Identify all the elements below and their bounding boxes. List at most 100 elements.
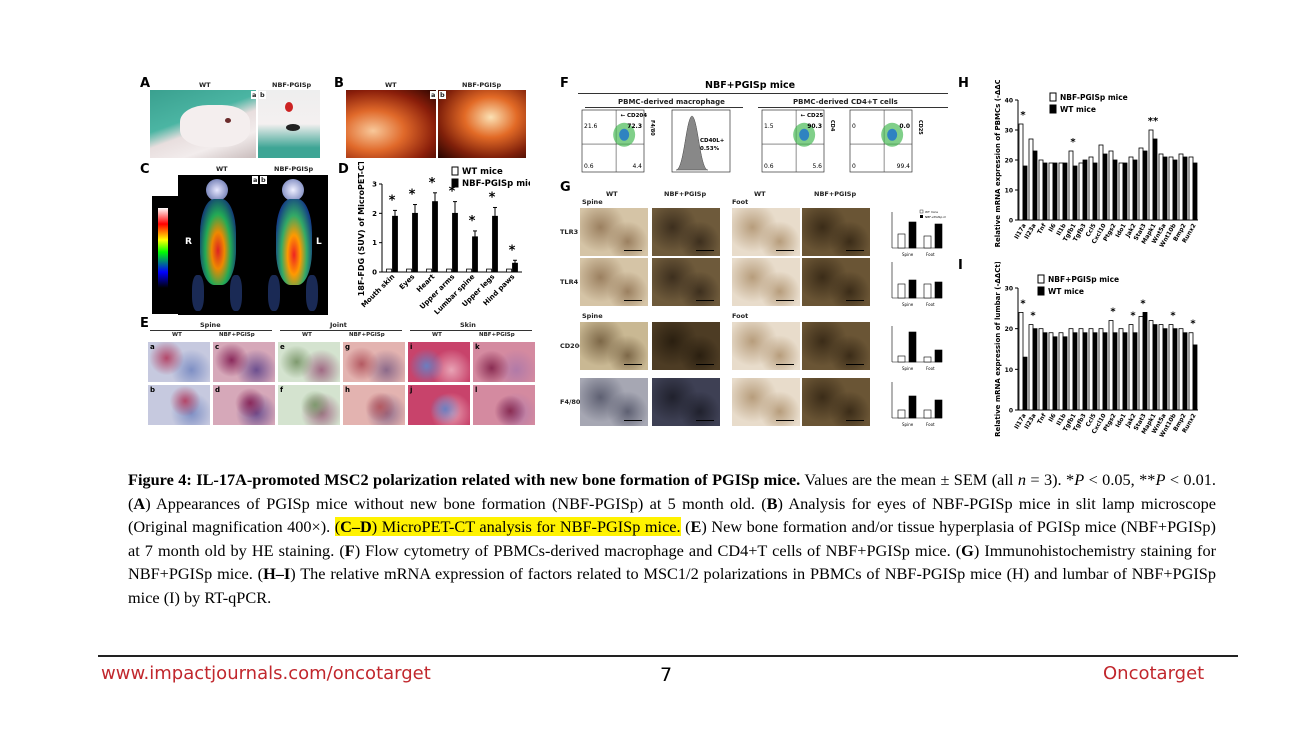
mini-bar [934, 349, 943, 363]
quadrant-value: 0.6 [764, 163, 774, 170]
ihc-row-label: TLR4 [560, 278, 579, 286]
caption-text: ) Appearances of PGISp mice without new … [145, 493, 767, 513]
mini-x-label: Spine [902, 422, 914, 427]
mini-x-label: Spine [902, 302, 914, 307]
significance-mark: * [509, 243, 516, 258]
bar [1158, 324, 1164, 411]
histology-tile-letter: j [410, 386, 413, 394]
scale-bar [776, 419, 794, 421]
x-tick-label: Eyes [398, 273, 417, 292]
ihc-col-label: WT [754, 190, 766, 198]
caption-text: ) MicroPET-CT analysis for NBF-PGISp mic… [371, 517, 681, 536]
bar [1132, 159, 1138, 221]
mini-bar [897, 283, 906, 299]
panel-c-right-marker: R [185, 237, 192, 247]
histology-tile-letter: k [475, 343, 480, 351]
ihc-quant-chart: Spine Foot [891, 382, 943, 427]
bar [1148, 129, 1154, 221]
y-tick-label: 40 [1005, 98, 1013, 105]
bar [406, 268, 412, 273]
quadrant-value: 0 [852, 163, 856, 170]
pet-ct-wt [178, 175, 258, 315]
histogram-value: 0.53% [700, 146, 720, 152]
bar [1078, 162, 1084, 221]
scale-bar [624, 363, 642, 365]
histology-tile: b [148, 385, 210, 425]
y-axis-label: Relative mRNA expression of PBMCs (-ΔΔCt… [994, 80, 1002, 247]
significance-mark: * [1020, 110, 1026, 121]
panel-f-left-title: PBMC-derived macrophage [618, 98, 725, 106]
bar [1072, 332, 1078, 411]
ihc-tile [732, 378, 800, 426]
bar [506, 268, 512, 273]
ihc-tile [652, 378, 720, 426]
histology-tile: c [213, 342, 275, 382]
bar [1092, 162, 1098, 221]
bar [1142, 150, 1148, 221]
caption-ref-a: A [133, 493, 146, 513]
quadrant-value: 90.3 [807, 123, 822, 130]
ihc-site-label: Foot [732, 312, 749, 320]
panel-f-right-title: PBMC-derived CD4+T cells [793, 98, 898, 106]
caption-ref-e: E [690, 517, 702, 536]
mini-legend-swatch [920, 215, 923, 218]
histogram-label: CD40L+ [700, 138, 725, 144]
y-tick-label: 2 [372, 210, 377, 218]
bar [1188, 156, 1194, 221]
panel-e-column-label: NBF+PGISp [479, 332, 515, 338]
photo-nbf-mouse [258, 90, 320, 158]
panel-a-letter-b: b [259, 91, 266, 99]
legend-swatch [1049, 104, 1057, 114]
histology-tile: l [473, 385, 535, 425]
scale-bar [624, 249, 642, 251]
caption-ref-cd: C–D [340, 517, 372, 536]
bar [1108, 150, 1114, 221]
y-tick-label: 30 [1005, 286, 1013, 293]
ihc-tile [652, 322, 720, 370]
caption-title: Figure 4: IL-17A-promoted MSC2 polarizat… [128, 470, 801, 489]
bar [1058, 162, 1064, 221]
bar [1048, 332, 1054, 411]
bar [1122, 162, 1128, 221]
caption-ref-f: F [344, 540, 355, 560]
panel-label-f: F [560, 76, 569, 91]
bar [1188, 332, 1194, 411]
pet-ct-nbf [258, 175, 328, 315]
significance-mark: * [1030, 311, 1036, 322]
panel-b-letter-b: b [439, 91, 446, 99]
histology-tile: j [408, 385, 470, 425]
caption-text: < 0.05, ** [1084, 470, 1156, 489]
panel-a-wt-label: WT [199, 81, 211, 89]
significance-mark: * [429, 176, 436, 191]
bar [1152, 138, 1158, 221]
footer-url[interactable]: www.impactjournals.com/oncotarget [101, 663, 431, 684]
panel-label-h: H [958, 76, 969, 91]
caption-ref-b: B [766, 493, 778, 513]
bar [1172, 159, 1178, 221]
significance-mark: * [1130, 311, 1136, 322]
caption-text: ( [334, 517, 341, 536]
panel-a-letter-a: a [251, 91, 258, 99]
bar [1072, 165, 1078, 221]
marker-label: CD25 [917, 120, 923, 135]
ihc-site-label: Foot [732, 198, 749, 206]
scale-bar [776, 299, 794, 301]
panel-c-left-marker: L [316, 237, 322, 247]
y-tick-label: 1 [372, 239, 377, 247]
x-tick-label: Tnf [1036, 222, 1048, 235]
legend-swatch [451, 178, 459, 188]
mini-bar [908, 221, 917, 249]
quadrant-value: 21.6 [584, 123, 598, 130]
legend-swatch [1037, 274, 1045, 284]
scale-bar [696, 419, 714, 421]
bar [1038, 328, 1044, 411]
bar [1092, 332, 1098, 411]
caption-ref-hi: H–I [263, 564, 291, 583]
bar [472, 236, 478, 273]
x-tick-label: Tnf [1036, 412, 1048, 425]
histology-tile-letter: h [345, 386, 350, 394]
bar [1018, 312, 1024, 411]
bar [1028, 138, 1034, 221]
mini-x-label: Foot [926, 422, 935, 427]
bar [1148, 320, 1154, 411]
